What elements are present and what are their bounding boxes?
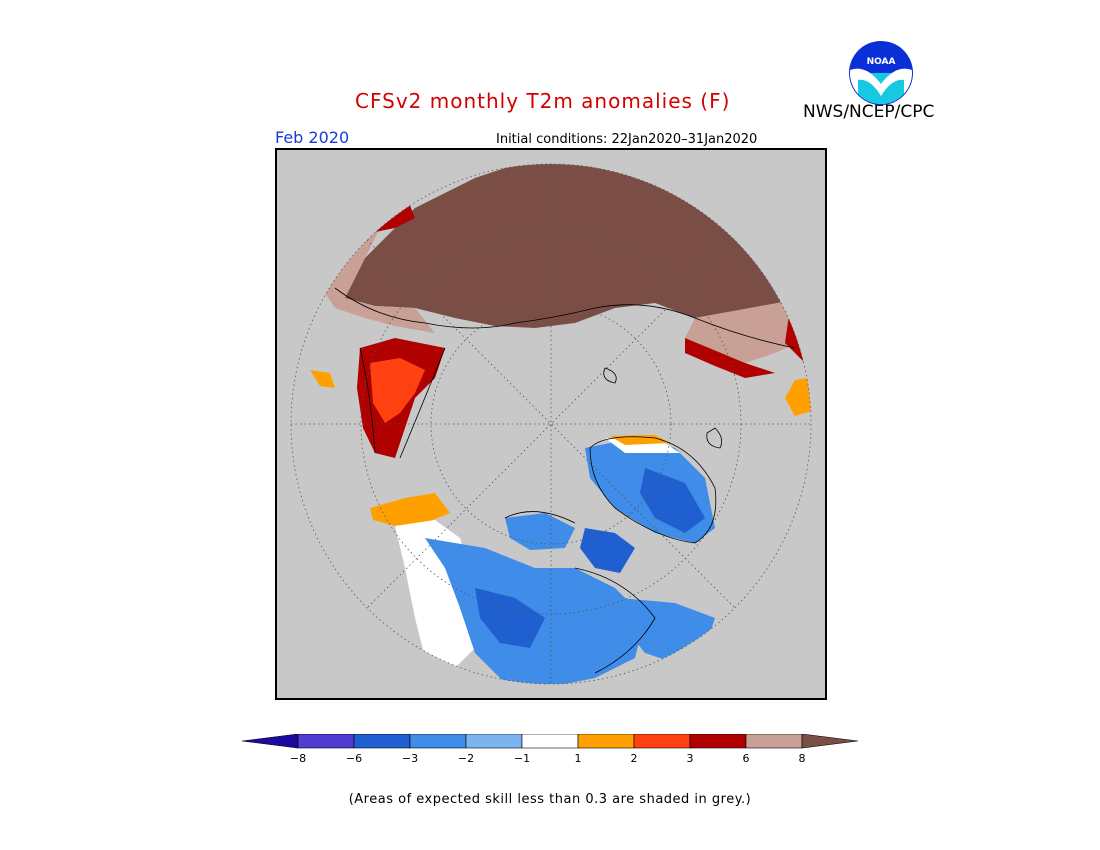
legend-tick-label: −2	[458, 752, 474, 765]
legend-tick-label: −8	[290, 752, 306, 765]
legend-swatch	[689, 734, 747, 749]
legend-tick-label: 8	[799, 752, 806, 765]
legend-tick-label: 2	[631, 752, 638, 765]
north-atlantic-hot-core	[370, 358, 425, 423]
legend-tick-label: 6	[743, 752, 750, 765]
canada-cold-core	[475, 588, 545, 648]
legend-tick-label: −1	[514, 752, 530, 765]
legend-swatch	[297, 734, 355, 749]
legend-swatch	[745, 734, 803, 749]
initial-conditions-label: Initial conditions: 22Jan2020–31Jan2020	[496, 132, 758, 147]
siberia-warm-fringe	[685, 298, 811, 363]
chart-title: CFSv2 monthly T2m anomalies (F)	[355, 89, 731, 113]
legend-swatch	[353, 734, 411, 749]
forecast-period-label: Feb 2020	[275, 128, 350, 147]
map-frame	[275, 148, 827, 700]
logo-lettering: NOAA	[867, 57, 896, 67]
barents-warm-patch	[785, 376, 811, 416]
legend-swatch	[633, 734, 691, 749]
legend-tick-label: 3	[687, 752, 694, 765]
legend-swatch-high-extend	[801, 734, 859, 749]
legend-swatch	[465, 734, 523, 749]
north-atlantic-edge	[310, 370, 335, 388]
legend-swatch	[409, 734, 467, 749]
greenland-north-warm	[610, 435, 670, 445]
greenland-cold-core	[640, 468, 705, 533]
alaska-warm-patch	[370, 493, 450, 526]
organization-label: NWS/NCEP/CPC	[803, 102, 935, 122]
legend-swatch	[521, 734, 579, 749]
color-legend: −8 −6 −3 −2 −1 1 2 3 6 8	[241, 734, 859, 765]
siberia-warm-patch	[685, 338, 775, 378]
legend-tick-label: −3	[402, 752, 418, 765]
legend-swatch	[577, 734, 635, 749]
skill-footnote: (Areas of expected skill less than 0.3 a…	[348, 792, 752, 807]
arctic-archipelago-cold-core	[580, 528, 635, 573]
graticule	[290, 163, 812, 685]
legend-tick-label: 1	[575, 752, 582, 765]
legend-tick-label: −6	[346, 752, 362, 765]
legend-swatch-low-extend	[241, 734, 299, 749]
coastlines	[334, 287, 796, 674]
noaa-logo: NOAA	[849, 41, 913, 105]
polar-map	[275, 148, 827, 700]
